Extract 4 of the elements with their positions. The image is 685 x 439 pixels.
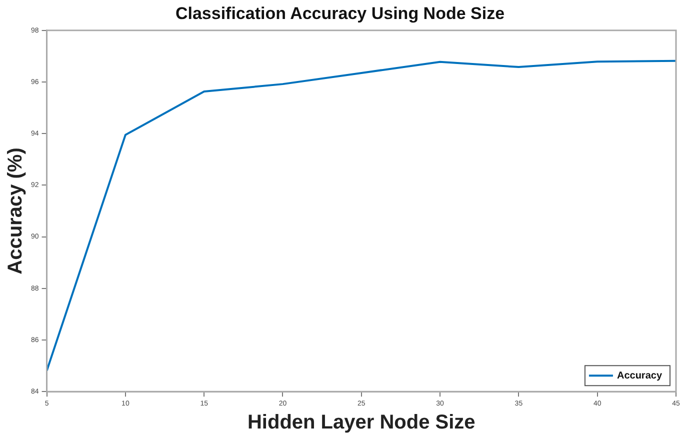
x-axis-title: Hidden Layer Node Size <box>247 412 476 434</box>
chart-title: Classification Accuracy Using Node Size <box>175 4 505 23</box>
legend-label: Accuracy <box>616 370 662 382</box>
y-axis-title: Accuracy (%) <box>4 148 27 274</box>
